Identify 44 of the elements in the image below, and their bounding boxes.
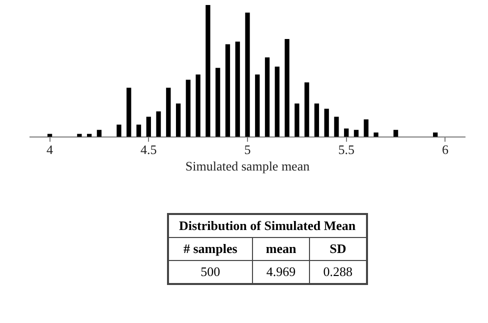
text: 500 — [168, 260, 252, 284]
bar — [245, 12, 250, 137]
bar — [216, 68, 220, 137]
bar — [334, 116, 339, 137]
bar — [77, 134, 82, 137]
bar — [255, 74, 260, 137]
bar — [344, 128, 349, 137]
x-tick-label: 4.5 — [140, 142, 157, 158]
bar — [284, 38, 290, 137]
bar — [186, 80, 191, 137]
x-tick-label: 5 — [244, 142, 251, 158]
bar — [294, 104, 300, 137]
bar — [225, 44, 230, 137]
bar — [304, 82, 310, 137]
x-axis-title: Simulated sample mean — [185, 158, 310, 174]
bar — [166, 88, 171, 137]
x-tick-label: 5.5 — [338, 142, 354, 158]
text: # samples — [168, 238, 252, 260]
bar — [116, 124, 122, 137]
bar — [274, 66, 280, 137]
bar — [146, 116, 151, 137]
bar — [196, 74, 200, 137]
bar — [354, 130, 359, 137]
bar — [433, 132, 438, 137]
bar — [393, 130, 398, 137]
text: 4.969 — [252, 260, 310, 284]
text: Distribution of Simulated Mean — [168, 214, 367, 238]
bar — [126, 88, 132, 137]
bar — [136, 124, 142, 137]
bar — [364, 119, 368, 137]
bar — [235, 42, 240, 137]
bar — [96, 130, 102, 137]
text: 0.288 — [310, 260, 367, 284]
text: mean — [252, 238, 310, 260]
bar — [206, 5, 210, 137]
bar — [156, 111, 161, 137]
x-tick-label: 6 — [442, 142, 449, 158]
bar — [324, 108, 329, 137]
text: SD — [310, 238, 367, 260]
bar — [264, 57, 270, 137]
x-tick-label: 4 — [46, 142, 54, 158]
bar — [314, 104, 320, 137]
bar — [176, 104, 181, 137]
bar — [374, 132, 378, 137]
